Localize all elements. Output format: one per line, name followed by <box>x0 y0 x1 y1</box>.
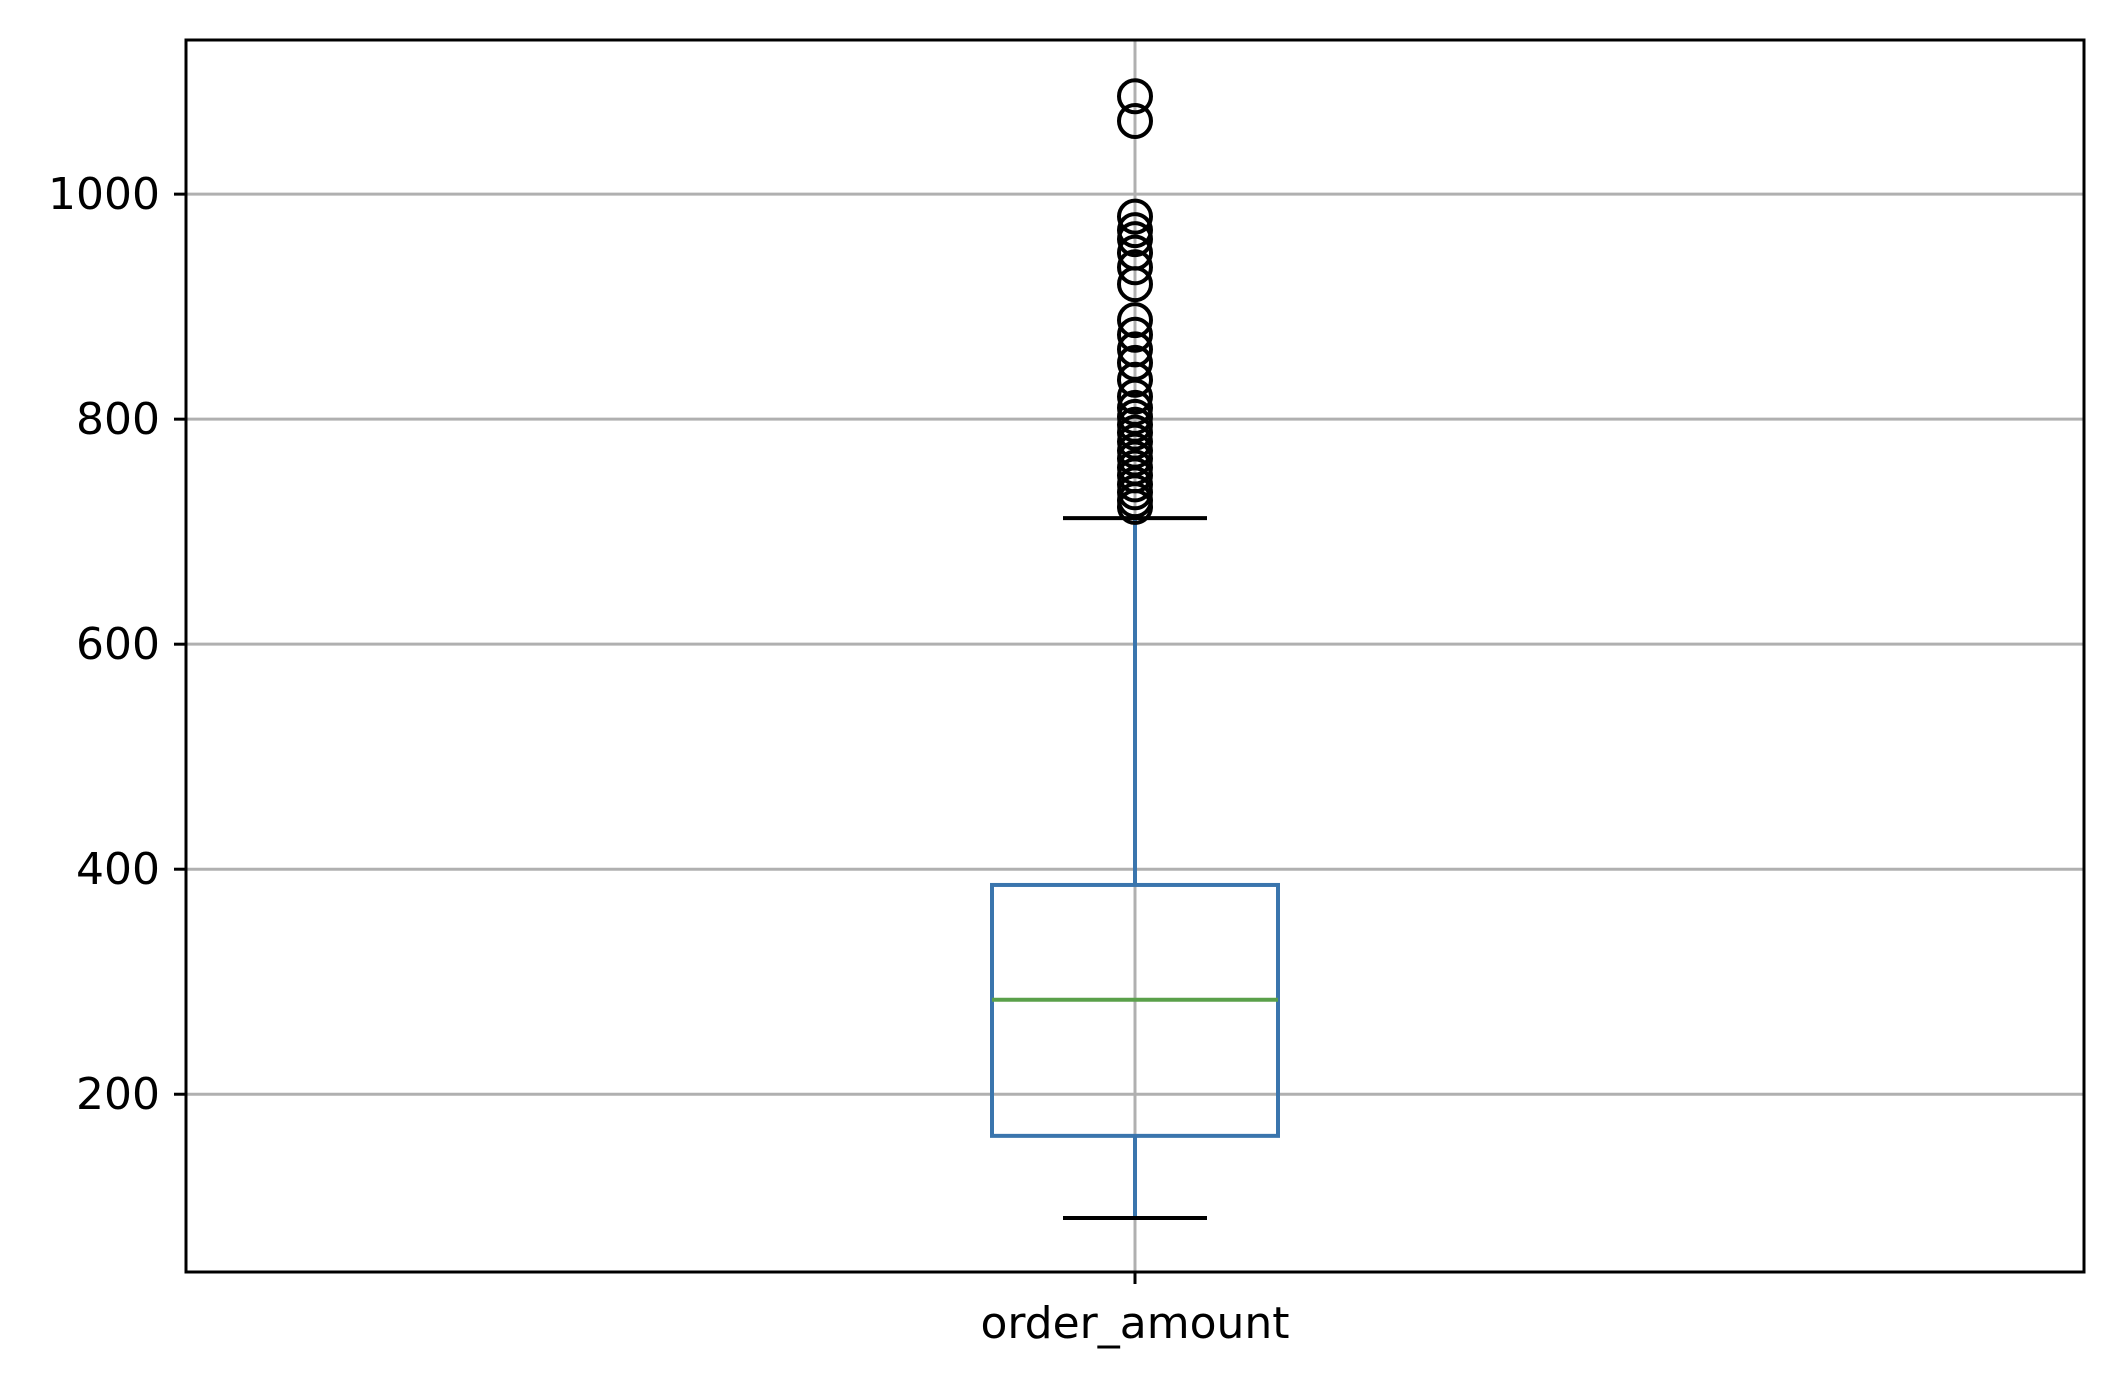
y-tick-label: 400 <box>76 844 160 895</box>
outlier-point <box>1117 302 1153 339</box>
x-axis-ticks: order_amount <box>980 1272 1290 1349</box>
x-tick-label: order_amount <box>980 1298 1289 1349</box>
y-tick-label: 600 <box>76 619 160 670</box>
outlier-point <box>1117 212 1153 249</box>
outlier-point <box>1117 331 1153 368</box>
outlier-points <box>1117 78 1153 525</box>
outlier-point <box>1117 221 1153 258</box>
y-tick-label: 800 <box>76 394 160 445</box>
outlier-point <box>1117 103 1153 140</box>
outlier-point <box>1117 249 1153 286</box>
outlier-point <box>1117 389 1153 426</box>
box-elements <box>990 516 1280 1220</box>
outlier-point <box>1117 78 1153 115</box>
outlier-point <box>1117 449 1153 486</box>
y-axis-ticks: 200 400 600 800 1000 <box>48 169 186 1120</box>
iqr-box <box>990 882 1280 1138</box>
outlier-point <box>1117 398 1153 435</box>
outlier-point <box>1117 198 1153 235</box>
y-tick-label: 200 <box>76 1069 160 1120</box>
outlier-point <box>1117 344 1153 381</box>
outlier-point <box>1117 234 1153 271</box>
plot-frame <box>184 38 2086 1274</box>
y-tick-label: 1000 <box>48 169 160 220</box>
outlier-point <box>1117 316 1153 353</box>
